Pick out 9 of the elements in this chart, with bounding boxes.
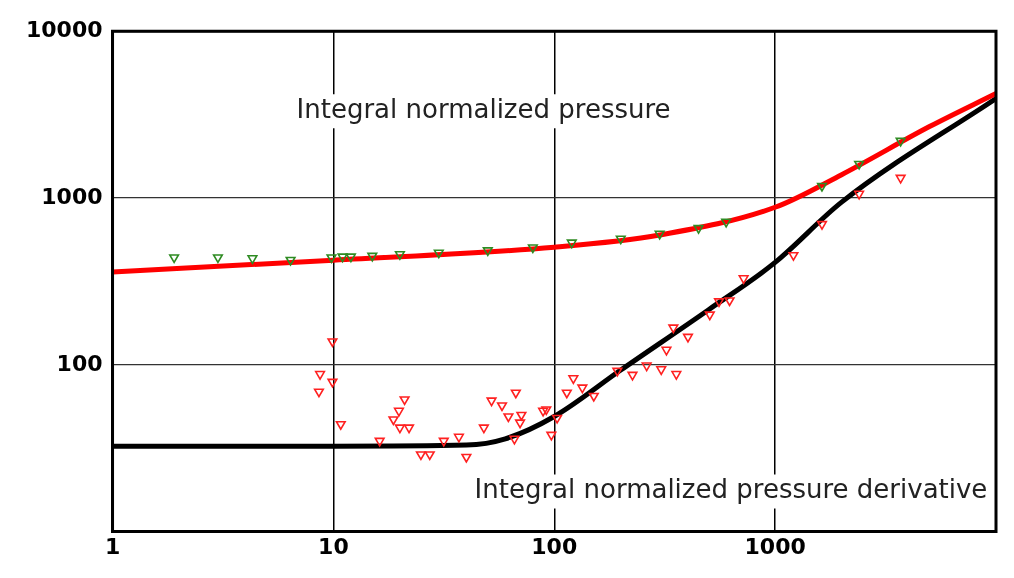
y-tick-label: 10000 bbox=[25, 16, 103, 42]
annotation: Integral normalized pressure bbox=[296, 94, 671, 125]
annotation: Integral normalized pressure derivative bbox=[474, 474, 988, 505]
x-tick-label: 1 bbox=[104, 533, 121, 559]
x-tick-label: 10 bbox=[318, 533, 349, 559]
x-tick-label: 1000 bbox=[744, 533, 806, 559]
x-tick-label: 100 bbox=[531, 533, 578, 559]
y-tick-label: 100 bbox=[56, 350, 103, 376]
y-tick-label: 1000 bbox=[41, 183, 103, 209]
